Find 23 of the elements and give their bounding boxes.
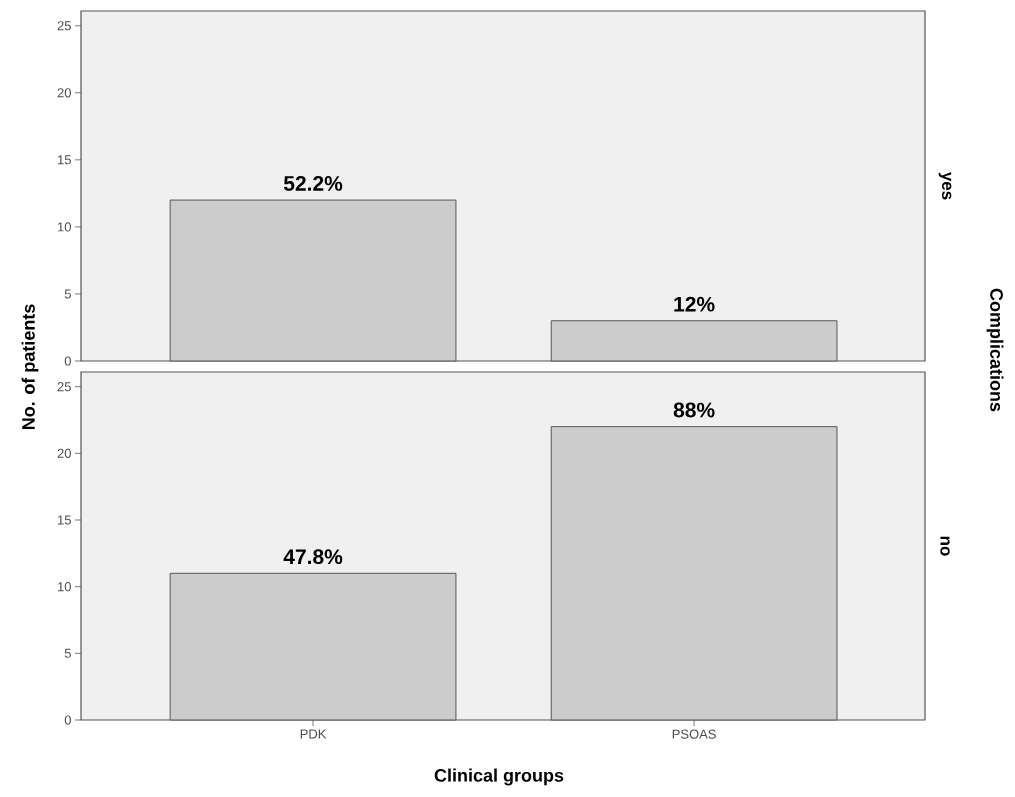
y-tick-label: 10 — [58, 582, 71, 592]
y-tick-label: 20 — [57, 88, 71, 98]
x-tick-label: PDK — [300, 729, 327, 739]
y2-axis-title: no — [940, 536, 950, 556]
annotation: 47.8% — [283, 549, 343, 565]
annotation: 88% — [673, 402, 715, 418]
x-tick-label: PSOAS — [672, 729, 716, 739]
y-tick-label: 15 — [58, 515, 71, 525]
y-axis-title: No. of patients — [21, 304, 39, 430]
annotation: 12% — [674, 296, 715, 312]
y-tick-label: 25 — [57, 21, 71, 31]
y-tick-label: 10 — [58, 222, 71, 232]
y-tick-label: 25 — [57, 382, 71, 392]
text: Complications — [986, 288, 1004, 412]
y-tick-label: 15 — [58, 155, 71, 165]
y-tick-label: 0 — [64, 715, 71, 725]
y-tick-label: 5 — [64, 648, 71, 658]
y-tick-label: 5 — [64, 289, 71, 299]
y2-axis-title: yes — [938, 171, 952, 200]
x-axis-title: Clinical groups — [434, 768, 564, 786]
y-tick-label: 20 — [57, 448, 71, 458]
y-tick-label: 0 — [64, 356, 71, 366]
annotation: 52.2% — [283, 176, 343, 191]
